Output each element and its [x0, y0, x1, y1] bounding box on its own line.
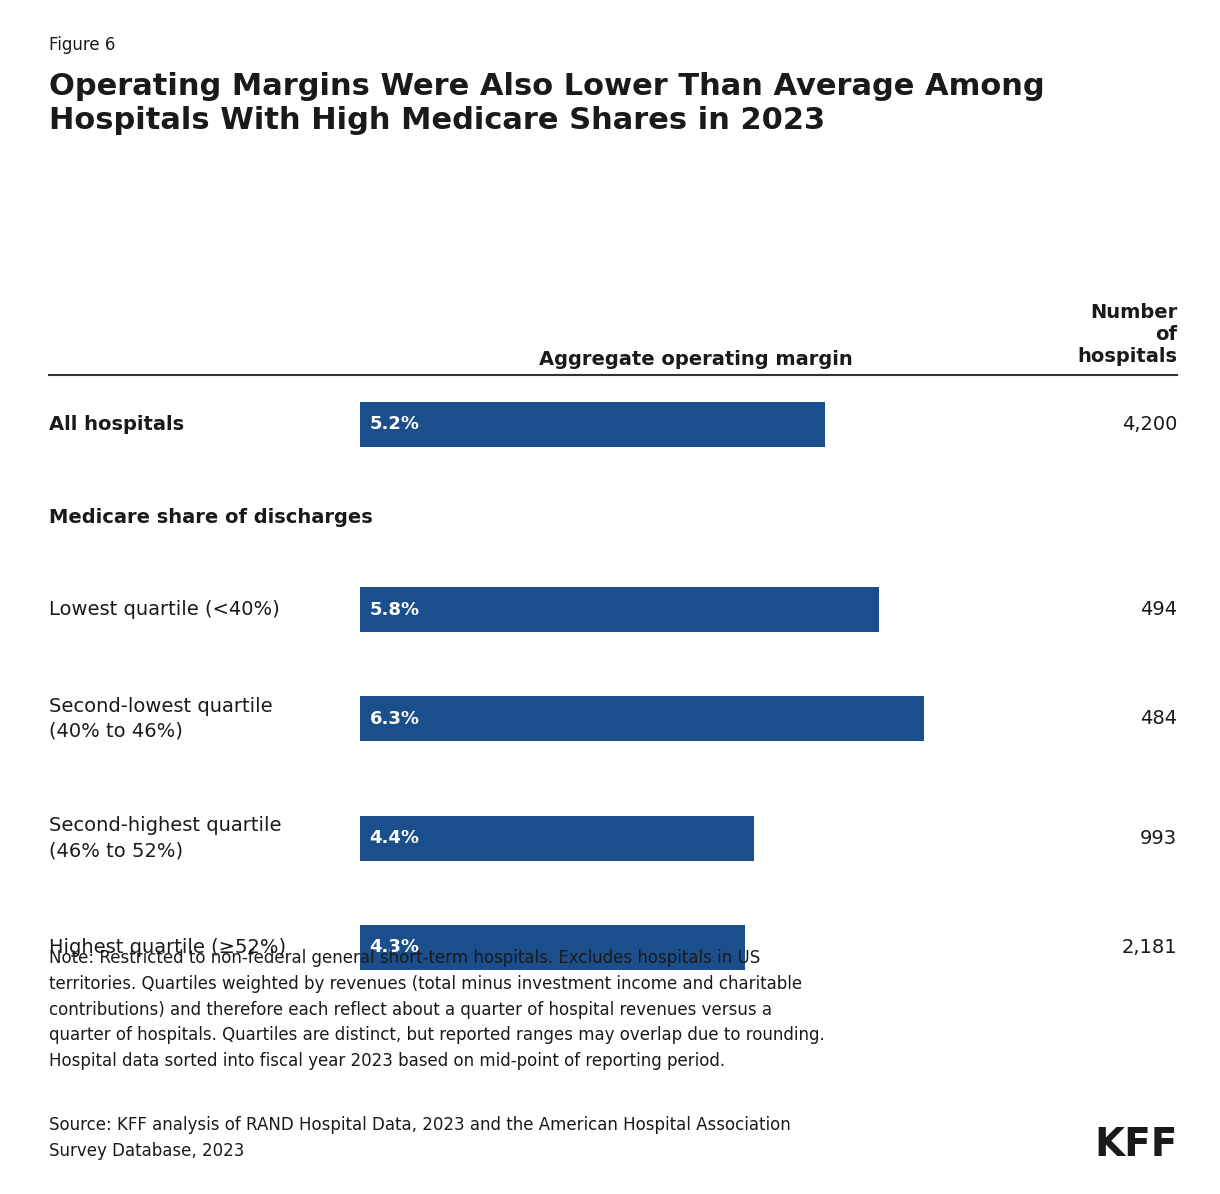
Text: 484: 484: [1141, 709, 1177, 728]
Text: KFF: KFF: [1094, 1126, 1177, 1164]
Text: Lowest quartile (<40%): Lowest quartile (<40%): [49, 601, 279, 618]
Text: 4.4%: 4.4%: [370, 829, 420, 848]
Text: Number
of
hospitals: Number of hospitals: [1077, 303, 1177, 367]
Text: Figure 6: Figure 6: [49, 36, 115, 54]
Text: Highest quartile (≥52%): Highest quartile (≥52%): [49, 938, 285, 956]
Text: Source: KFF analysis of RAND Hospital Data, 2023 and the American Hospital Assoc: Source: KFF analysis of RAND Hospital Da…: [49, 1116, 791, 1161]
Text: Operating Margins Were Also Lower Than Average Among
Hospitals With High Medicar: Operating Margins Were Also Lower Than A…: [49, 72, 1044, 135]
Text: Second-highest quartile
(46% to 52%): Second-highest quartile (46% to 52%): [49, 817, 282, 860]
Text: Note: Restricted to non-federal general short-term hospitals. Excludes hospitals: Note: Restricted to non-federal general …: [49, 949, 825, 1070]
Text: 993: 993: [1141, 829, 1177, 848]
Text: Aggregate operating margin: Aggregate operating margin: [538, 350, 853, 369]
Text: 4,200: 4,200: [1122, 416, 1177, 433]
Text: Medicare share of discharges: Medicare share of discharges: [49, 507, 372, 527]
Text: 5.2%: 5.2%: [370, 416, 420, 433]
Text: Second-lowest quartile
(40% to 46%): Second-lowest quartile (40% to 46%): [49, 697, 272, 740]
Text: All hospitals: All hospitals: [49, 416, 184, 433]
Text: 2,181: 2,181: [1121, 938, 1177, 956]
Text: 494: 494: [1141, 601, 1177, 618]
Text: 5.8%: 5.8%: [370, 601, 420, 618]
Text: 6.3%: 6.3%: [370, 709, 420, 728]
Text: 4.3%: 4.3%: [370, 938, 420, 956]
